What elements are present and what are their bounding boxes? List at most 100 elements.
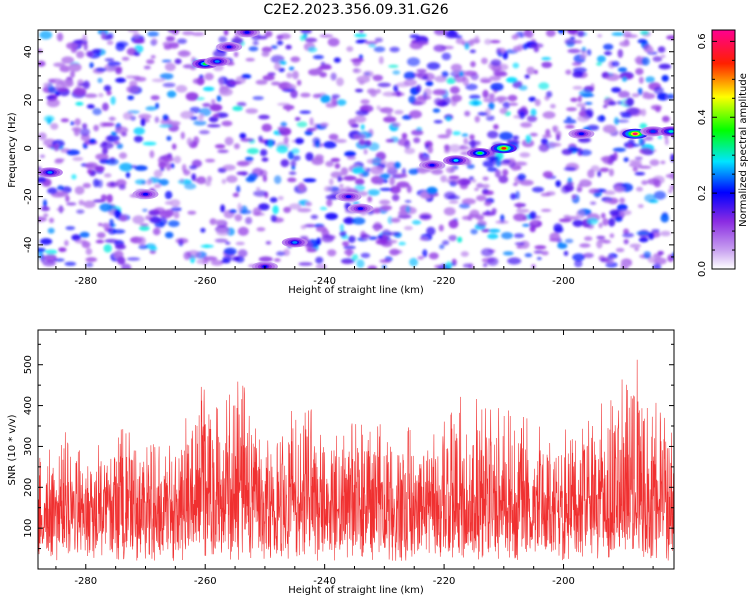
spectrogram-speckle-cell [258, 135, 263, 142]
colorbar-tick-label: 0.4 [697, 109, 708, 125]
spectrogram-speckle-cell [577, 183, 583, 193]
spectrogram-speckle-cell [76, 209, 85, 214]
spectrogram-speckle-cell [521, 139, 535, 148]
spectrogram-speckle-cell [200, 227, 206, 233]
spectrogram-speckle-cell [385, 161, 397, 170]
spectrogram-speckle-cell [379, 187, 393, 191]
spectrogram-speckle-cell [408, 168, 419, 175]
spectrogram-speckle-cell [464, 110, 471, 117]
spectrogram-speckle-cell [637, 204, 644, 209]
spectrogram-speckle-cell [619, 111, 631, 116]
spectrogram-peak [658, 126, 674, 137]
spectrogram-speckle-cell [245, 57, 255, 62]
spectrogram-speckle-cell [221, 178, 227, 184]
spectrogram-speckle-cell [611, 32, 625, 36]
spectrogram-speckle-cell [402, 114, 412, 120]
spectrogram-speckle-cell [70, 121, 75, 126]
spectrogram-speckle-cell [356, 259, 365, 268]
spectrogram-speckle-cell [183, 251, 192, 260]
spectrogram-speckle-cell [577, 114, 590, 123]
spectrogram-speckle-cell [129, 80, 138, 87]
spectrogram-speckle-cell [154, 221, 165, 228]
spectrogram-speckle-cell [119, 215, 127, 222]
spectrogram-speckle-cell [440, 175, 448, 183]
spectrogram-speckle-cell [236, 160, 250, 167]
spectrogram-speckle-cell [268, 139, 273, 149]
spectrogram-speckle-cell [47, 117, 52, 125]
spectrogram-speckle-cell [133, 127, 145, 135]
x-tick-label: -200 [552, 276, 575, 287]
spectrogram-speckle-cell [279, 33, 291, 40]
snr-y-label: SNR (10 * v/v) [7, 414, 18, 485]
x-tick-label: -240 [313, 276, 336, 287]
colorbar-tick-label: 0.6 [697, 33, 708, 49]
spectrogram-speckle-cell [434, 75, 447, 83]
spectrogram-speckle-cell [605, 73, 620, 81]
spectrogram-peak [38, 167, 63, 178]
spectrogram-speckle-cell [457, 178, 471, 186]
spectrogram-speckle-cell [612, 147, 627, 152]
spectrogram-speckle-cell [279, 60, 287, 65]
spectrogram-speckle-cell [325, 102, 336, 108]
spectrogram-speckle-cell [166, 36, 175, 42]
spectrogram-speckle-cell [115, 77, 127, 83]
spectrogram-speckle-cell [494, 169, 501, 178]
spectrogram-speckle-cell [213, 219, 225, 225]
spectrogram-speckle-cell [584, 101, 593, 105]
spectrogram-speckle-cell [379, 199, 391, 205]
spectrogram-speckle-cell [66, 202, 77, 206]
spectrogram-speckle-cell [653, 190, 667, 200]
spectrogram-speckle-cell [396, 91, 401, 97]
spectrogram-speckle-cell [494, 71, 508, 77]
spectrogram-speckle-cell [222, 164, 236, 171]
spectrogram-speckle-cell [170, 163, 175, 169]
spectrogram-speckle-cell [61, 56, 75, 64]
spectrogram-speckle-cell [578, 110, 587, 117]
spectrogram-peaks [38, 30, 674, 269]
spectrogram-speckle-cell [115, 126, 129, 134]
spectrogram-speckle-cell [38, 247, 46, 253]
spectrogram-speckle-cell [487, 130, 499, 139]
spectrogram-speckle-cell [40, 154, 45, 158]
spectrogram-speckle-cell [489, 40, 501, 44]
spectrogram-speckle-cell [404, 200, 412, 203]
spectrogram-speckle-cell [461, 198, 476, 205]
spectrogram-speckle-cell [390, 217, 401, 223]
spectrogram-speckle-cell [46, 144, 58, 149]
spectrogram-speckle-cell [162, 82, 176, 88]
spectrogram-speckle-cell [125, 171, 131, 179]
spectrogram-speckle-cell [199, 107, 212, 117]
spectrogram-speckle-cell [127, 95, 135, 101]
y-tick-label: 500 [23, 355, 34, 374]
spectrogram-speckle-cell [415, 41, 429, 46]
spectrogram-speckle-cell [472, 100, 480, 106]
spectrogram-speckle-cell [46, 98, 60, 108]
snr-series-line [38, 359, 674, 561]
spectrogram-speckle-cell [555, 130, 562, 139]
spectrogram-speckle-cell [343, 245, 356, 250]
spectrogram-speckle-cell [468, 38, 481, 44]
spectrogram-speckle-cell [351, 166, 365, 175]
spectrogram-speckle-cell [214, 238, 228, 243]
spectrogram-speckle-cell [489, 75, 501, 81]
spectrogram-speckle-cell [44, 253, 57, 263]
spectrogram-speckle-cell [513, 182, 518, 186]
spectrogram-speckle-cell [662, 115, 670, 123]
snr-x-label: Height of straight line (km) [288, 585, 424, 596]
spectrogram-speckle-cell [274, 175, 282, 185]
spectrogram-speckle-cell [486, 167, 498, 172]
spectrogram-speckle-cell [106, 40, 114, 45]
spectrogram-speckle-cell [106, 181, 119, 188]
spectrogram-speckle-cell [541, 57, 552, 61]
spectrogram-speckle-cell [285, 44, 292, 50]
spectrogram-speckle-cell [272, 205, 279, 215]
spectrogram-speckle-cell [169, 199, 181, 207]
y-tick-label: 400 [23, 396, 34, 415]
spectrogram-speckle-cell [287, 151, 294, 160]
spectrogram-speckle-cell [316, 237, 322, 246]
spectrogram-speckle-cell [288, 66, 295, 71]
spectrogram-speckle-cell [119, 152, 127, 159]
spectrogram-speckle-cell [460, 145, 470, 150]
spectrogram-speckle-cell [469, 49, 476, 54]
